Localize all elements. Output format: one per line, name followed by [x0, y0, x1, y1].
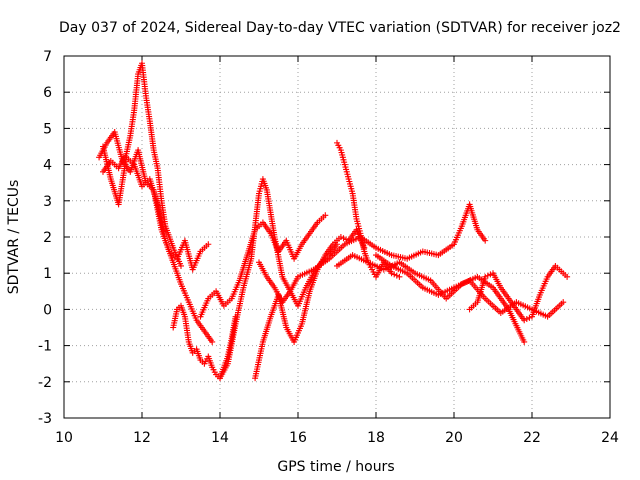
- x-tick-label: 24: [601, 430, 619, 446]
- satellite-track-12-point: [564, 273, 571, 280]
- x-tick-label: 12: [133, 430, 151, 446]
- x-axis-label: GPS time / hours: [277, 459, 394, 475]
- y-tick-label: 7: [43, 49, 52, 65]
- satellite-track-12-point: [482, 273, 489, 280]
- satellite-track-9-point: [388, 270, 395, 277]
- y-tick-label: 2: [43, 230, 52, 246]
- y-tick-label: -1: [38, 339, 52, 355]
- y-tick-label: -2: [38, 375, 52, 391]
- satellite-track-12-marker: [523, 316, 530, 323]
- satellite-track-5-point: [322, 212, 329, 219]
- satellite-track-10-point: [521, 338, 528, 345]
- y-tick-label: 4: [43, 158, 52, 174]
- satellite-track-12-marker: [487, 271, 494, 278]
- x-tick-label: 20: [445, 430, 463, 446]
- x-tick-label: 10: [55, 430, 73, 446]
- satellite-track-1-point: [205, 241, 212, 248]
- y-tick-label: 0: [43, 302, 52, 318]
- chart-title: Day 037 of 2024, Sidereal Day-to-day VTE…: [59, 20, 621, 36]
- x-tick-labels: 10 12 14 16 18 20 22 24: [55, 430, 619, 446]
- satellite-track-7-marker: [343, 236, 350, 243]
- y-tick-labels: -3 -2 -1 0 1 2 3 4 5 6 7: [38, 49, 52, 427]
- satellite-track-12-point: [521, 317, 528, 324]
- satellite-track-12-marker: [526, 314, 533, 321]
- grid-lines: [64, 56, 610, 418]
- plot-frame: [63, 55, 611, 419]
- x-tick-label: 22: [523, 430, 541, 446]
- satellite-track-8-point: [482, 237, 489, 244]
- satellite-track-3-point: [209, 338, 216, 345]
- satellite-track-9-point: [396, 273, 403, 280]
- x-tick-label: 18: [367, 430, 385, 446]
- satellite-track-9-marker: [393, 272, 400, 279]
- satellite-track-7-marker: [340, 235, 347, 242]
- satellite-track-9-marker: [391, 271, 398, 278]
- satellite-track-2-point: [178, 262, 184, 269]
- satellite-track-11-point: [560, 299, 567, 306]
- y-axis-label: SDTVAR / TECUs: [6, 180, 22, 295]
- y-tick-label: 6: [43, 85, 52, 101]
- y-tick-label: 1: [43, 266, 52, 282]
- y-tick-label: 3: [43, 194, 52, 210]
- x-tick-label: 14: [211, 430, 229, 446]
- x-tick-label: 16: [289, 430, 307, 446]
- data-points: [96, 60, 571, 382]
- y-tick-label: -3: [38, 411, 52, 427]
- satellite-track-12-marker: [484, 272, 491, 279]
- satellite-track-7-point: [337, 234, 344, 240]
- y-tick-label: 5: [43, 121, 52, 137]
